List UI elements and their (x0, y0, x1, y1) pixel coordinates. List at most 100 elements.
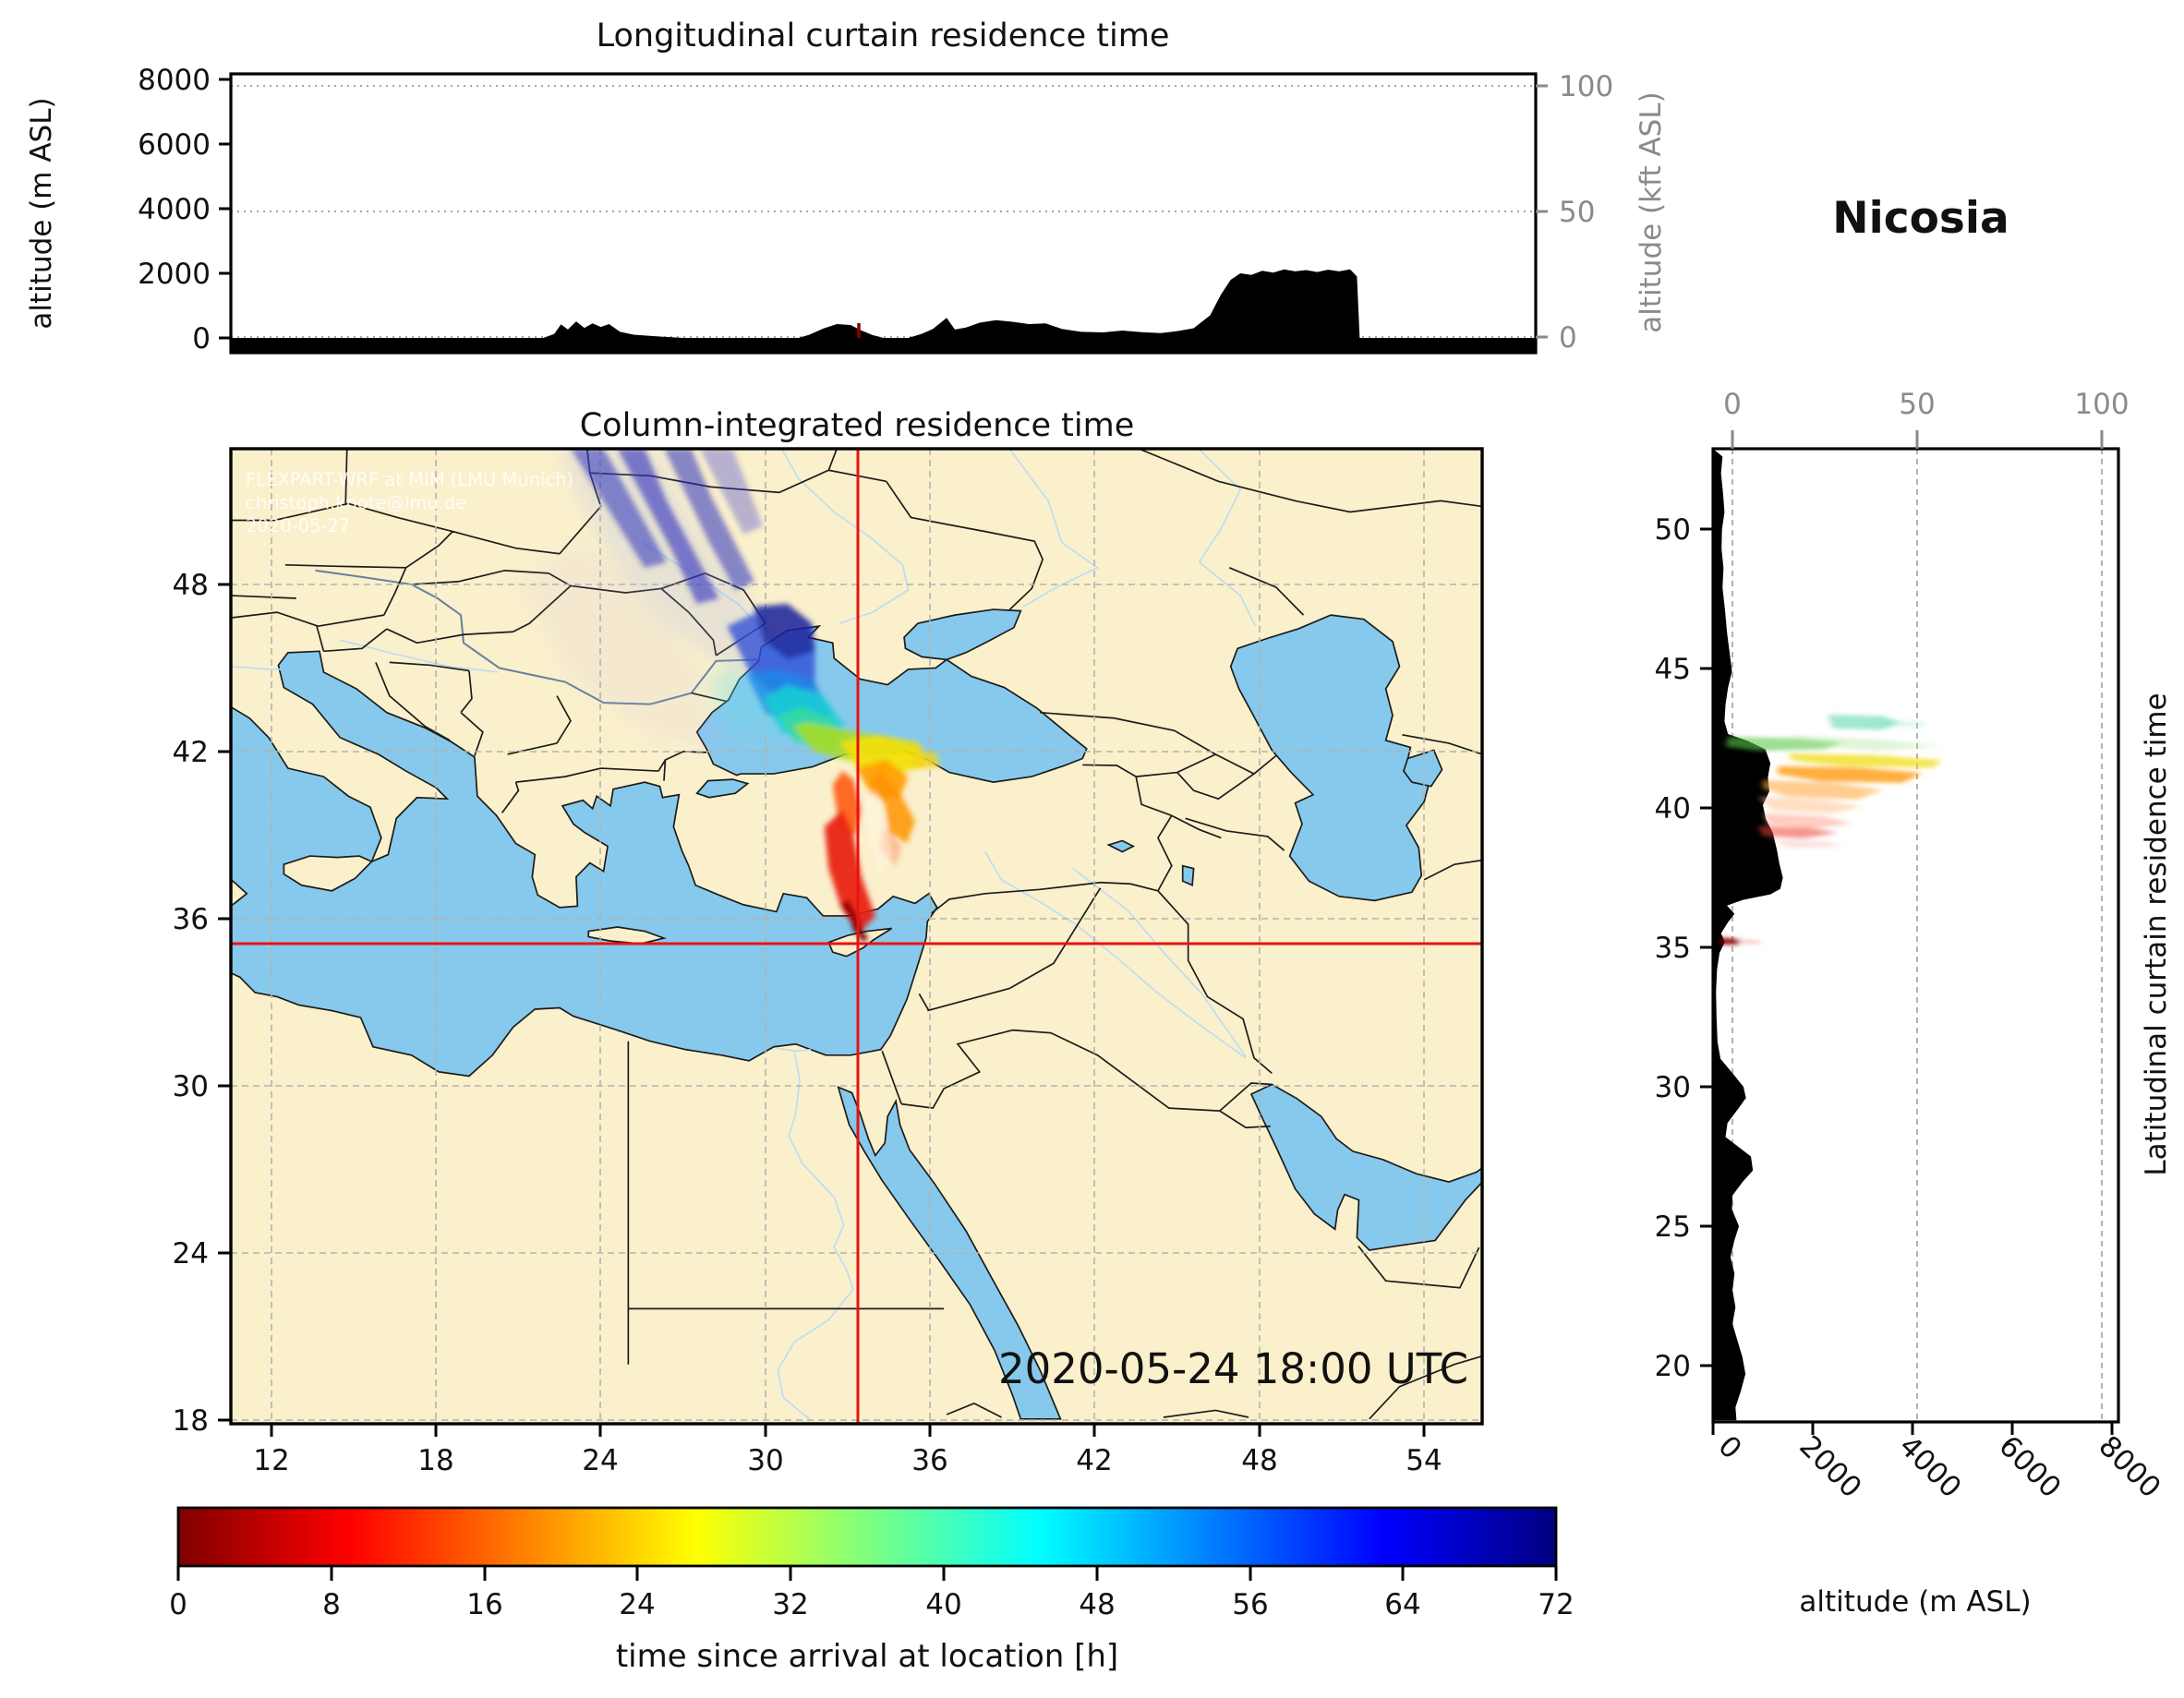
residence-time-plume (518, 449, 940, 943)
svg-text:48: 48 (1079, 1588, 1115, 1621)
don-river (1009, 450, 1097, 607)
volga-river (1200, 450, 1256, 627)
latitudinal-gridlines (1732, 449, 2103, 1422)
plume-maroon-core (851, 922, 869, 943)
map-datetime-label: 2020-05-24 18:00 UTC (998, 1344, 1468, 1393)
blob-mint-wisp (1877, 718, 1928, 728)
svg-text:50: 50 (1899, 388, 1935, 421)
svg-text:30: 30 (747, 1444, 783, 1477)
sea-polygons (231, 609, 1482, 1419)
svg-text:6000: 6000 (138, 128, 211, 162)
map-frame (229, 447, 1484, 1426)
svg-text:18: 18 (173, 1404, 209, 1438)
station-crosshair (231, 449, 1482, 1424)
svg-text:0: 0 (1723, 388, 1742, 421)
tigris-river (1073, 869, 1246, 1057)
map-canvas: FLEXPART-WRF at MIM (LMU Munich) christo… (231, 449, 1482, 1424)
attribution-line-2: christoph.knote@lmu.de (246, 492, 466, 513)
svg-text:24: 24 (173, 1237, 209, 1270)
svg-text:30: 30 (173, 1070, 209, 1103)
plume-dark-navy-knot (754, 604, 815, 660)
blob-pink-dash-origin (1738, 939, 1761, 945)
map-x-tick-labels: 12 18 24 30 36 42 48 54 (253, 1444, 1442, 1477)
colorbar: 0 8 16 24 32 40 48 56 64 72 time since a… (169, 1506, 1575, 1675)
map-y-ticks (218, 583, 231, 1422)
station-latitude-marker (1720, 937, 1740, 945)
svg-text:42: 42 (1076, 1444, 1112, 1477)
persian-gulf (1251, 1084, 1482, 1250)
longitudinal-left-ticks (219, 78, 231, 340)
svg-text:48: 48 (1241, 1444, 1277, 1477)
blob-light-orange-12h (1757, 796, 1863, 814)
latitudinal-lat-ticks (1700, 527, 1713, 1367)
colorbar-label: time since arrival at location [h] (616, 1638, 1118, 1675)
euphrates-river (985, 852, 1246, 1058)
svg-text:4000: 4000 (1892, 1429, 1967, 1504)
svg-text:0: 0 (192, 322, 211, 355)
colorbar-gradient (176, 1506, 1558, 1568)
plume-orange-arc (868, 771, 915, 844)
latitudinal-top-tick-labels: 0 50 100 (1723, 388, 2129, 421)
sea-of-marmara (697, 779, 748, 798)
map-panel-title: Column-integrated residence time (580, 407, 1135, 444)
latitudinal-lat-tick-labels: 50 45 40 35 30 25 20 (1655, 513, 1691, 1383)
svg-text:64: 64 (1384, 1588, 1420, 1621)
longitudinal-right-tick-labels: 100 50 0 (1559, 70, 1613, 355)
plume-navy-filament-3 (664, 449, 755, 590)
blob-orange-18h (1778, 765, 1923, 783)
svg-text:50: 50 (1559, 196, 1595, 229)
svg-text:24: 24 (582, 1444, 618, 1477)
svg-text:18: 18 (417, 1444, 453, 1477)
sea-of-azov (904, 609, 1020, 659)
attribution-line-1: FLEXPART-WRF at MIM (LMU Munich) (246, 469, 573, 490)
po-river (231, 667, 281, 669)
svg-text:25: 25 (1655, 1210, 1691, 1244)
svg-text:2000: 2000 (1792, 1429, 1867, 1504)
plume-navy-filament-1 (571, 449, 667, 568)
svg-text:56: 56 (1232, 1588, 1268, 1621)
longitudinal-panel-title: Longitudinal curtain residence time (597, 18, 1170, 54)
svg-text:8000: 8000 (138, 64, 211, 97)
mediterranean-sea (231, 651, 937, 1076)
longitudinal-terrain-silhouette (231, 269, 1536, 353)
blob-pink-6h (1772, 838, 1843, 849)
latitudinal-terrain-silhouette (1713, 449, 1783, 1421)
blob-pale-green-wisp (1788, 735, 1943, 752)
colorbar-ticks (176, 1566, 1558, 1581)
blob-salmon-10h (1763, 813, 1853, 829)
plume-yellow-blob (839, 734, 928, 775)
red-sea (839, 1087, 1061, 1418)
blob-yellow-22h (1788, 753, 1943, 768)
dnieper-river (782, 450, 909, 624)
svg-text:0: 0 (1559, 321, 1577, 355)
svg-text:12: 12 (253, 1444, 289, 1477)
colorbar-tick-labels: 0 8 16 24 32 40 48 56 64 72 (169, 1588, 1575, 1621)
plume-cyan-wisp (707, 665, 790, 743)
svg-text:45: 45 (1655, 653, 1691, 686)
svg-text:40: 40 (1655, 792, 1691, 825)
svg-text:16: 16 (466, 1588, 502, 1621)
longitudinal-right-ticks (1536, 84, 1548, 339)
plume-navy-filament-4 (699, 449, 763, 535)
station-title: Nicosia (1832, 193, 2009, 244)
svg-text:72: 72 (1538, 1588, 1574, 1621)
longitudinal-curtain-panel: Longitudinal curtain residence time 8000 (25, 18, 1668, 355)
lake-van (1108, 840, 1133, 851)
svg-text:42: 42 (173, 736, 209, 769)
longitudinal-ylabel-right: altitude (kft ASL) (1635, 91, 1668, 332)
svg-text:2000: 2000 (138, 258, 211, 291)
latitudinal-alt-ticks (1711, 1422, 2114, 1435)
kara-bogaz-gol (1404, 750, 1442, 786)
lake-urmia (1183, 866, 1194, 885)
island-polygons (284, 856, 891, 957)
latitudinal-top-ticks (1731, 430, 2104, 449)
svg-text:50: 50 (1655, 513, 1691, 547)
svg-text:36: 36 (173, 903, 209, 936)
svg-text:40: 40 (925, 1588, 961, 1621)
plume-red-band (824, 810, 875, 933)
sava-river (340, 640, 498, 672)
latitudinal-residence-blobs (1720, 714, 1943, 945)
svg-text:100: 100 (1559, 70, 1613, 103)
svg-text:32: 32 (772, 1588, 808, 1621)
